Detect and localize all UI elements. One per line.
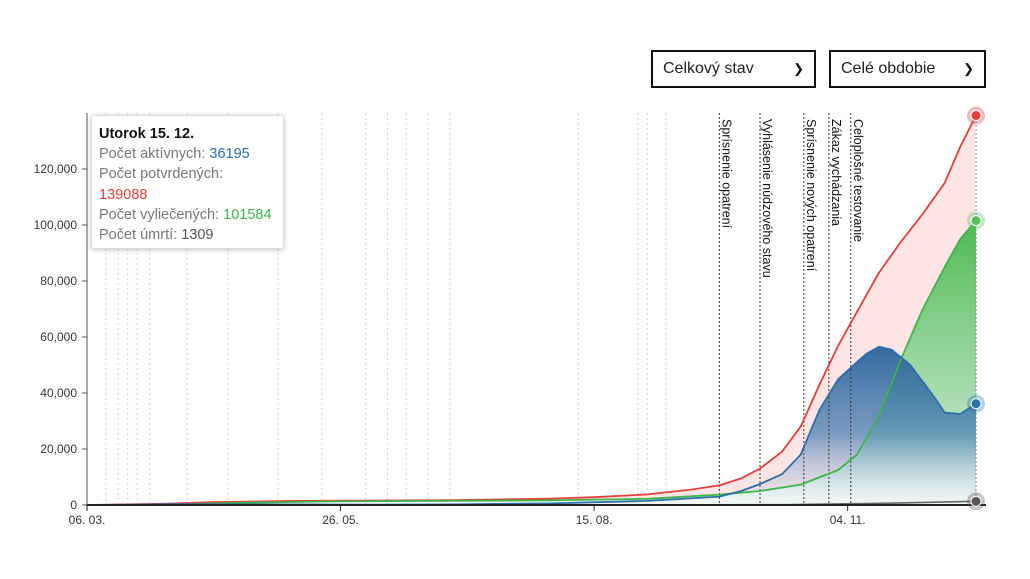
mode-select[interactable]: Celkový stav ❯	[651, 50, 816, 88]
event-label: Sprísnenie opatrení	[719, 119, 733, 229]
x-tick-label: 15. 08.	[576, 513, 613, 527]
event-label: Vyhlásenie núdzového stavu	[760, 119, 774, 278]
end-markers-layer	[967, 106, 985, 511]
tooltip-active-row: Počet aktívnych: 36195	[99, 144, 276, 164]
tooltip-confirmed-value: 139088	[99, 186, 148, 203]
x-tick-label: 04. 11.	[830, 513, 866, 527]
mode-select-value: Celkový stav	[663, 60, 754, 77]
y-tick-label: 100,000	[34, 218, 78, 232]
tooltip-active-label: Počet aktívnych:	[99, 146, 206, 163]
y-tick-label: 120,000	[34, 162, 78, 176]
area-layer	[87, 117, 976, 505]
tooltip-recovered-row: Počet vyliečených: 101584	[99, 205, 276, 225]
event-lines-layer: Sprísnenie opatrení Vyhlásenie núdzového …	[718, 113, 865, 505]
period-select-value: Celé obdobie	[841, 60, 936, 77]
y-tick-label: 60,000	[40, 330, 77, 344]
y-tick-label: 0	[70, 498, 77, 512]
chevron-down-icon: ❯	[793, 61, 804, 76]
tooltip-confirmed-label: Počet potvrdených:	[99, 166, 224, 183]
x-tick-label: 06. 03.	[69, 513, 106, 527]
y-tick-label: 20,000	[40, 442, 77, 456]
tooltip-active-value: 36195	[209, 146, 250, 163]
axes-layer: 0 20,000 40,000 60,000 80,000 100,000 120,000 0…	[34, 113, 986, 527]
active-area	[87, 346, 976, 505]
recovered-line	[86, 220, 977, 506]
hover-tooltip: Utorok 15. 12. Počet aktívnych: 36195 Po…	[91, 115, 284, 249]
y-tick-label: 40,000	[40, 386, 77, 400]
deaths-marker	[970, 495, 982, 507]
tooltip-deaths-label: Počet úmrtí:	[99, 227, 178, 244]
event-label: Sprísnenie nových opatrení	[804, 119, 818, 272]
event-label: Zákaz vychádzania	[829, 119, 843, 226]
tooltip-recovered-value: 101584	[223, 206, 272, 223]
recovered-marker	[970, 215, 982, 227]
event-label: Celoplošné testovanie	[851, 119, 865, 242]
confirmed-marker	[970, 110, 982, 122]
tooltip-date: Utorok 15. 12.	[99, 126, 195, 142]
active-marker	[970, 398, 982, 410]
chevron-down-icon: ❯	[963, 61, 974, 76]
y-tick-label: 80,000	[40, 274, 77, 288]
period-select[interactable]: Celé obdobie ❯	[829, 50, 986, 88]
tooltip-deaths-row: Počet úmrtí: 1309	[99, 225, 276, 245]
tooltip-recovered-label: Počet vyliečených:	[99, 206, 220, 223]
tooltip-deaths-value: 1309	[181, 227, 214, 244]
x-tick-label: 26. 05.	[322, 513, 359, 527]
